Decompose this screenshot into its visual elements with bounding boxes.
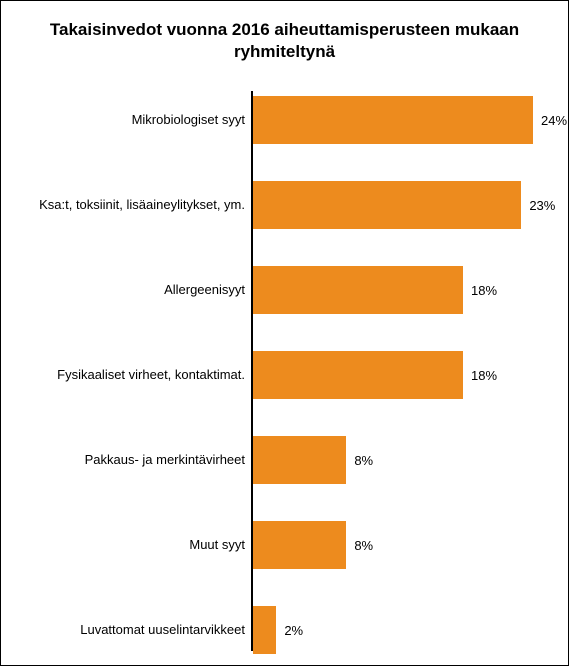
bar-value: 8% [354,538,373,553]
chart-title: Takaisinvedot vuonna 2016 aiheuttamisper… [21,19,548,63]
bar-row: Mikrobiologiset syyt 24% [253,96,567,144]
bar-label: Mikrobiologiset syyt [23,112,245,128]
bar-row: Allergeenisyyt 18% [253,266,497,314]
bar-value: 8% [354,453,373,468]
bar-label: Ksa:t, toksiinit, lisäaineylitykset, ym. [23,197,245,213]
bar [253,436,346,484]
bar-label: Allergeenisyyt [23,282,245,298]
bar [253,96,533,144]
bar [253,266,463,314]
bar-row: Pakkaus- ja merkintävirheet 8% [253,436,373,484]
bar-row: Luvattomat uuselintarvikkeet 2% [253,606,303,654]
bar [253,606,276,654]
bar-row: Fysikaaliset virheet, kontaktimat. 18% [253,351,497,399]
bar-value: 18% [471,283,497,298]
bar-row: Muut syyt 8% [253,521,373,569]
bar-row: Ksa:t, toksiinit, lisäaineylitykset, ym.… [253,181,555,229]
bar-value: 18% [471,368,497,383]
plot-area: Mikrobiologiset syyt 24% Ksa:t, toksiini… [251,91,548,651]
bar-value: 24% [541,113,567,128]
bar [253,351,463,399]
bar-label: Luvattomat uuselintarvikkeet [23,622,245,638]
bar-label: Fysikaaliset virheet, kontaktimat. [23,367,245,383]
bar-label: Muut syyt [23,537,245,553]
bar [253,521,346,569]
bar-value: 2% [284,623,303,638]
bar-label: Pakkaus- ja merkintävirheet [23,452,245,468]
chart-container: Takaisinvedot vuonna 2016 aiheuttamisper… [0,0,569,666]
bar [253,181,521,229]
bar-value: 23% [529,198,555,213]
